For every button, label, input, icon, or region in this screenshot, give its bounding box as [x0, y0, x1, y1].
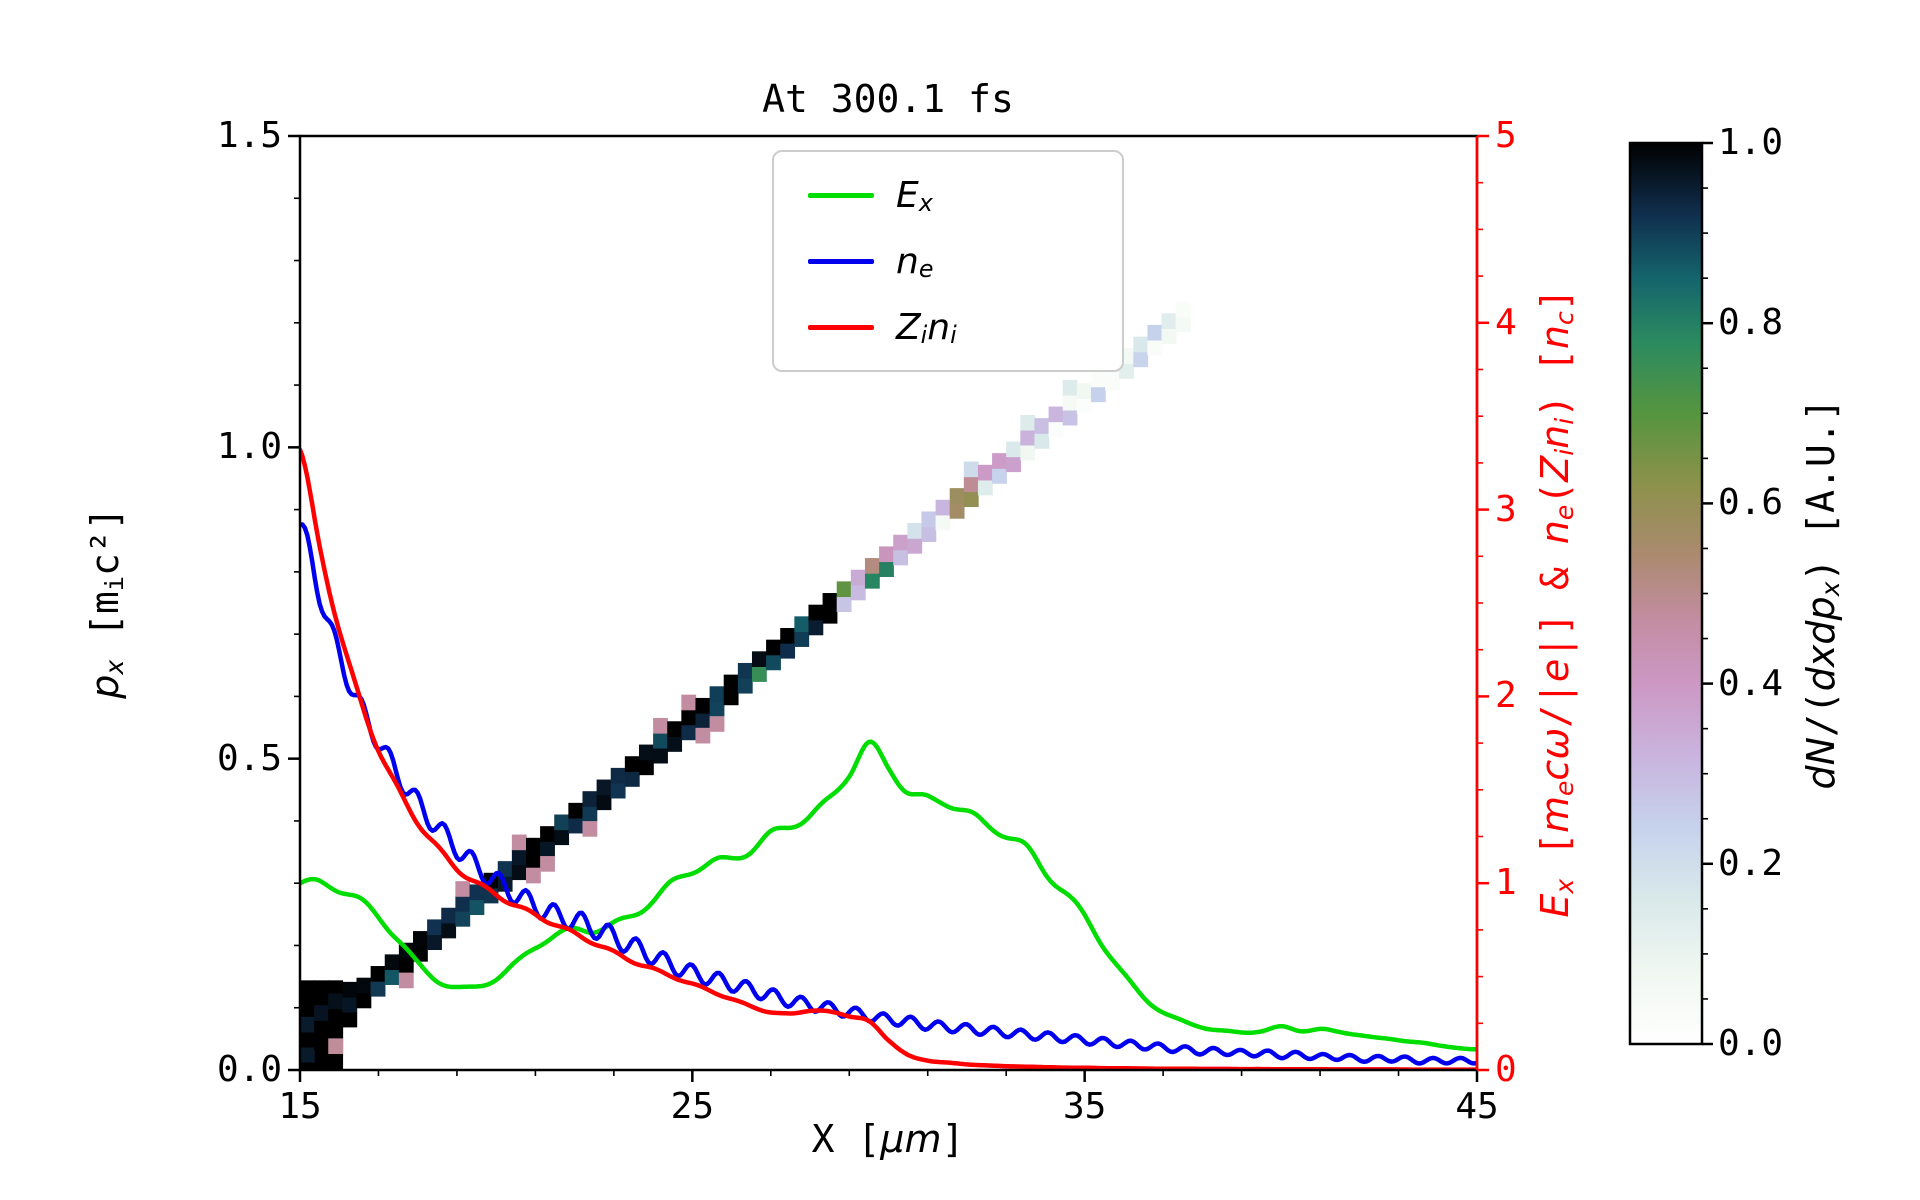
colorbar-tick-label: 0.0 [1718, 1023, 1784, 1065]
y-right-tick-label: 1 [1495, 862, 1517, 904]
y-left-tick-label: 0.5 [216, 737, 282, 779]
legend-line-sample [808, 192, 874, 198]
y-axis-label-left: px [mic²] [83, 507, 130, 699]
legend-line-sample [808, 258, 874, 264]
y-right-tick-label: 2 [1495, 675, 1517, 717]
x-tick-label: 15 [278, 1086, 322, 1127]
y-left-tick-label: 1.5 [216, 115, 282, 157]
y-left-tick-label: 0.0 [216, 1049, 282, 1091]
legend-line-sample [808, 324, 874, 330]
legend-item-Ex: Ex [808, 166, 1088, 224]
series-line-Ex [300, 739, 1477, 1052]
plot-title: At 300.1 fs [762, 77, 1014, 122]
colorbar-tick-label: 0.2 [1718, 842, 1784, 884]
legend-label: ne [896, 240, 934, 284]
heatmap-band [300, 301, 1191, 1070]
y-axis-label-right: Ex [mecω/|e|] & ne(Zini) [nc] [1533, 288, 1580, 918]
legend: Ex ne Zini [772, 150, 1124, 372]
y-right-tick-label: 5 [1495, 115, 1517, 157]
x-tick-label: 25 [670, 1086, 715, 1127]
series-line-ne [300, 522, 1477, 1066]
x-tick-label: 35 [1062, 1086, 1107, 1127]
x-axis-label: X [μm] [811, 1117, 965, 1162]
y-left-tick-label: 1.0 [216, 426, 282, 468]
colorbar-gradient [1628, 141, 1704, 1046]
series-line-Zini [300, 447, 1477, 1070]
y-right-tick-label: 3 [1495, 488, 1517, 530]
colorbar-tick-label: 0.4 [1718, 662, 1784, 704]
legend-item-ne: ne [808, 232, 1088, 290]
legend-label: Ex [896, 174, 933, 218]
colorbar-tick-label: 1.0 [1718, 122, 1784, 164]
legend-label: Zini [896, 306, 957, 350]
colorbar-label: dN/(dxdpx) [A.U.] [1799, 398, 1846, 790]
colorbar-tick-label: 0.6 [1718, 482, 1784, 524]
x-tick-label: 45 [1455, 1086, 1499, 1127]
colorbar-tick-label: 0.8 [1718, 302, 1784, 344]
y-right-tick-label: 4 [1495, 301, 1517, 343]
legend-item-Zini: Zini [808, 298, 1088, 356]
y-right-tick-label: 0 [1495, 1049, 1517, 1091]
